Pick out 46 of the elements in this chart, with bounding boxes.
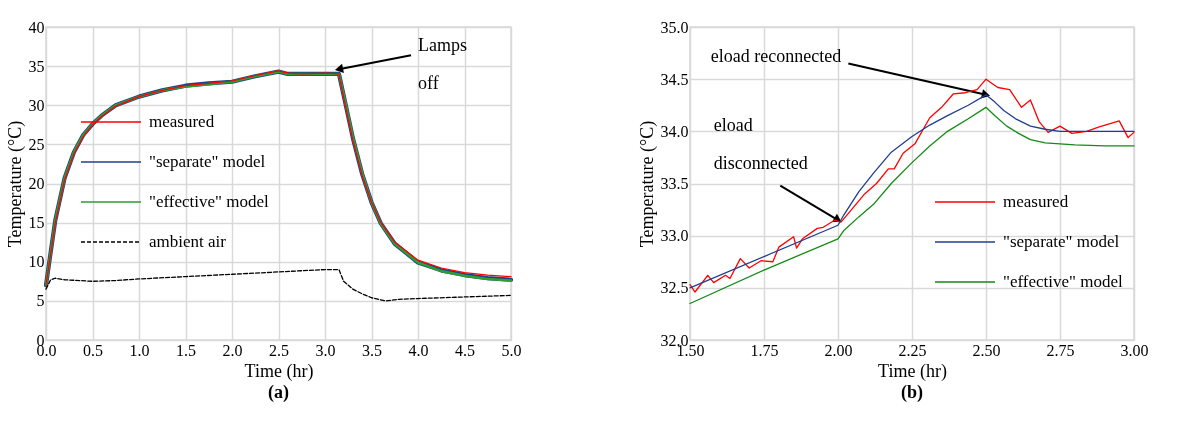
legend-label: "effective" model bbox=[149, 192, 270, 211]
x-tick-label: 5.0 bbox=[501, 341, 522, 359]
legend-label: "separate" model bbox=[149, 152, 266, 171]
annotation: eload disconnected bbox=[713, 115, 808, 174]
x-tick-label: 1.5 bbox=[176, 341, 196, 359]
text: (b) bbox=[901, 382, 923, 403]
x-tick-label: 2.25 bbox=[898, 341, 927, 359]
y-tick-label: 30 bbox=[28, 96, 45, 114]
legend-label: ambient air bbox=[149, 232, 227, 251]
x-tick-label: 2.75 bbox=[1046, 341, 1075, 359]
y-tick-label: 33.5 bbox=[660, 175, 689, 192]
x-axis-title: Time (hr) bbox=[878, 360, 947, 382]
y-tick-label: 5 bbox=[36, 292, 45, 310]
y-tick-label: 10 bbox=[28, 253, 45, 271]
text: (a) bbox=[268, 382, 289, 403]
x-tick-label: 4.5 bbox=[455, 341, 475, 359]
legend-label: "separate" model bbox=[1003, 232, 1120, 251]
x-tick-label: 1.0 bbox=[129, 341, 150, 359]
legend-label: measured bbox=[149, 112, 215, 131]
y-tick-label: 15 bbox=[28, 214, 45, 232]
x-tick-label: 2.50 bbox=[972, 341, 1001, 359]
y-tick-label: 25 bbox=[28, 135, 45, 153]
y-tick-label: 34.5 bbox=[660, 70, 689, 88]
annotation: eload reconnected bbox=[710, 46, 842, 67]
x-tick-label: 3.00 bbox=[1120, 341, 1149, 359]
x-tick-label: 3.0 bbox=[315, 341, 336, 359]
x-tick-label: 3.5 bbox=[362, 341, 382, 359]
annotation: Lamps off bbox=[418, 34, 467, 93]
x-tick-label: 1.75 bbox=[750, 341, 779, 359]
y-axis-title: Temperature (°C) bbox=[4, 120, 26, 248]
y-tick-label: 33.0 bbox=[660, 227, 689, 245]
y-tick-label: 32.5 bbox=[660, 279, 689, 297]
y-tick-label: 40 bbox=[28, 18, 45, 36]
x-tick-label: 2.5 bbox=[269, 341, 289, 359]
legend-label: "effective" model bbox=[1003, 272, 1124, 291]
y-tick-label: 35 bbox=[28, 57, 45, 75]
y-tick-label: 34.0 bbox=[660, 122, 689, 140]
y-tick-label: 20 bbox=[28, 175, 45, 192]
x-tick-label: 2.00 bbox=[824, 341, 853, 359]
x-tick-label: 2.0 bbox=[222, 341, 243, 359]
x-axis-title: Time (hr) bbox=[244, 360, 314, 382]
x-tick-label: 4.0 bbox=[408, 341, 429, 359]
y-axis-title: Temperature (°C) bbox=[636, 120, 658, 248]
legend-label: measured bbox=[1003, 192, 1069, 211]
x-tick-label: 0.5 bbox=[83, 341, 103, 359]
y-tick-label: 35.0 bbox=[660, 18, 689, 36]
